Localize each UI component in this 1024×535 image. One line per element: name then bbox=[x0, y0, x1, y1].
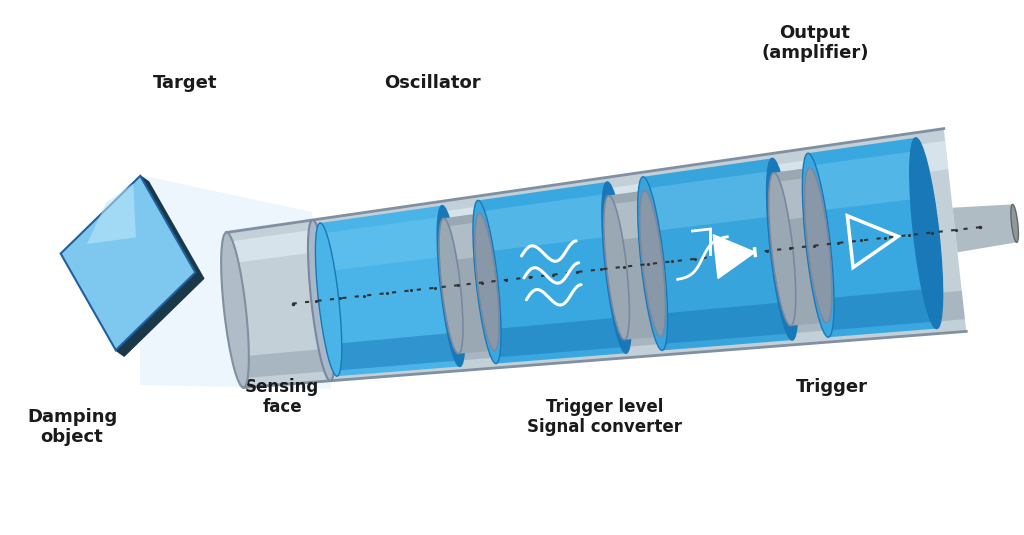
Ellipse shape bbox=[439, 218, 463, 354]
Polygon shape bbox=[116, 176, 204, 356]
Ellipse shape bbox=[602, 182, 632, 353]
Polygon shape bbox=[87, 184, 136, 244]
Polygon shape bbox=[443, 213, 495, 354]
Ellipse shape bbox=[803, 153, 834, 337]
Polygon shape bbox=[608, 190, 660, 340]
Polygon shape bbox=[824, 288, 936, 331]
Polygon shape bbox=[334, 333, 460, 371]
Text: Target: Target bbox=[153, 74, 217, 92]
Ellipse shape bbox=[475, 213, 499, 351]
Text: Trigger: Trigger bbox=[796, 378, 868, 396]
Ellipse shape bbox=[767, 158, 798, 340]
Polygon shape bbox=[478, 182, 626, 364]
Ellipse shape bbox=[640, 190, 666, 337]
Text: Damping
object: Damping object bbox=[27, 408, 117, 446]
Ellipse shape bbox=[473, 201, 501, 364]
Polygon shape bbox=[226, 128, 967, 387]
Polygon shape bbox=[60, 176, 196, 350]
Polygon shape bbox=[609, 200, 649, 241]
Ellipse shape bbox=[769, 173, 796, 326]
Polygon shape bbox=[809, 151, 923, 211]
Polygon shape bbox=[321, 205, 460, 376]
Text: Oscillator: Oscillator bbox=[384, 74, 480, 92]
Ellipse shape bbox=[805, 167, 831, 323]
Ellipse shape bbox=[1011, 204, 1019, 242]
Polygon shape bbox=[644, 171, 778, 232]
Ellipse shape bbox=[315, 223, 342, 376]
Text: Trigger level
Signal converter: Trigger level Signal converter bbox=[527, 398, 683, 437]
Polygon shape bbox=[322, 217, 447, 271]
Polygon shape bbox=[774, 168, 826, 326]
Polygon shape bbox=[493, 317, 626, 357]
Ellipse shape bbox=[604, 195, 630, 340]
Ellipse shape bbox=[437, 205, 465, 366]
Polygon shape bbox=[952, 204, 1017, 253]
Polygon shape bbox=[140, 175, 331, 389]
Polygon shape bbox=[808, 138, 937, 337]
Polygon shape bbox=[479, 194, 613, 252]
Polygon shape bbox=[775, 178, 815, 220]
Ellipse shape bbox=[638, 177, 668, 350]
Text: Sensing
face: Sensing face bbox=[245, 378, 319, 416]
Polygon shape bbox=[713, 235, 755, 278]
Ellipse shape bbox=[221, 233, 249, 387]
Polygon shape bbox=[241, 291, 965, 378]
Polygon shape bbox=[658, 302, 792, 344]
Polygon shape bbox=[444, 222, 484, 261]
Polygon shape bbox=[227, 141, 948, 263]
Text: Output
(amplifier): Output (amplifier) bbox=[761, 24, 868, 63]
Polygon shape bbox=[643, 158, 793, 350]
Ellipse shape bbox=[308, 220, 335, 381]
Ellipse shape bbox=[909, 138, 943, 328]
